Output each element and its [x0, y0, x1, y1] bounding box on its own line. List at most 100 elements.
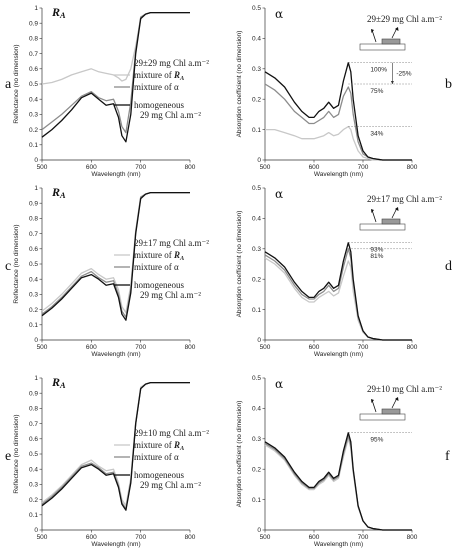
schematic-base: [359, 43, 406, 51]
y-axis-label: Absorption coefficient (no dimension): [236, 211, 243, 318]
series-line: [264, 242, 412, 341]
y-axis-label: Absorption coefficient (no dimension): [236, 31, 243, 138]
y-tick-label: 0.1: [252, 497, 261, 504]
x-tick-label: 700: [135, 534, 146, 541]
panel-c: 500 600 700 800 0 0.1 0.2 0.3 0.4 0.5 0.6 0.7 0.8 0.9…: [13, 185, 209, 358]
series-line: [264, 435, 412, 531]
level-annotation: 75%: [370, 88, 383, 95]
panel-letter-f: f: [445, 449, 450, 464]
y-tick-label: 0.5: [252, 185, 261, 192]
schematic-arrow: [371, 399, 377, 413]
x-tick-label: 500: [260, 164, 271, 171]
level-annotation: 93%: [370, 247, 383, 254]
x-tick-label: 800: [407, 534, 418, 541]
schematic-arrowhead: [371, 399, 374, 403]
series-line: [264, 432, 412, 531]
y-tick-label: 0.7: [29, 421, 38, 428]
y-tick-label: 0.1: [252, 307, 261, 314]
schematic-layer: [381, 38, 401, 45]
panel-title: α: [275, 7, 283, 21]
y-tick-label: 0.4: [252, 406, 261, 413]
series-line: [264, 438, 412, 531]
x-tick-label: 500: [37, 164, 48, 171]
y-tick-label: 0: [34, 337, 38, 344]
y-tick-label: 0.5: [29, 451, 38, 458]
y-tick-label: 0: [257, 527, 261, 534]
y-tick-label: 0.2: [29, 127, 38, 134]
y-tick-label: 0.8: [29, 36, 38, 43]
panel-a: 500 600 700 800 0 0.1 0.2 0.3 0.4 0.5 0.6 0.7 0.8 0.9…: [13, 5, 209, 178]
level-annotation: 34%: [370, 131, 383, 138]
y-axis-label: Reflectance (no dimension): [13, 414, 20, 493]
y-tick-label: 0.4: [252, 216, 261, 223]
legend-label: mixture of RA​: [134, 70, 184, 82]
x-tick-label: 800: [185, 344, 196, 351]
x-axis-label: Wavelength (nm): [314, 351, 363, 358]
y-tick-label: 0.9: [29, 390, 38, 397]
series-line: [264, 248, 412, 341]
legend-label: homogeneous: [134, 280, 184, 290]
y-tick-label: 0: [34, 157, 38, 164]
y-tick-label: 1: [34, 185, 38, 192]
x-axis-label: Wavelength (nm): [314, 171, 363, 178]
panel-title: α: [275, 187, 283, 201]
y-tick-label: 0.5: [252, 5, 261, 12]
y-tick-label: 0.5: [29, 81, 38, 88]
x-tick-label: 800: [185, 534, 196, 541]
y-tick-label: 0.7: [29, 51, 38, 58]
schematic-arrow: [391, 27, 398, 39]
panel-f: 500 600 700 800 0 0.1 0.2 0.3 0.4 0.5 Wavelength (…: [236, 375, 442, 548]
x-tick-label: 500: [260, 344, 271, 351]
panel-letter-d: d: [445, 259, 452, 274]
delta-arrowhead: [390, 81, 394, 84]
y-tick-label: 0.8: [29, 216, 38, 223]
y-tick-label: 0.1: [29, 322, 38, 329]
panel-title: RA​: [51, 375, 66, 390]
series-line: [41, 191, 190, 321]
panel-e: 500 600 700 800 0 0.1 0.2 0.3 0.4 0.5 0.6 0.7 0.8 0.9…: [13, 375, 209, 548]
x-tick-label: 600: [86, 344, 97, 351]
y-tick-label: 0.2: [252, 276, 261, 283]
legend-label: 29 mg Chl a.m⁻²: [140, 290, 201, 300]
y-tick-label: 0.3: [252, 66, 261, 73]
y-tick-label: 0.3: [252, 246, 261, 253]
y-tick-label: 0.5: [252, 375, 261, 382]
panel-letter-b: b: [445, 77, 452, 92]
y-tick-label: 0.3: [29, 292, 38, 299]
y-tick-label: 0.8: [29, 406, 38, 413]
legend-label: 29 mg Chl a.m⁻²: [140, 480, 201, 490]
x-axis-label: Wavelength (nm): [91, 541, 140, 548]
y-axis-label: Absorption coefficient (no dimension): [236, 401, 243, 508]
legend-label: mixture of RA​: [134, 250, 184, 262]
y-tick-label: 0.2: [29, 497, 38, 504]
panel-title: α: [275, 377, 283, 391]
y-tick-label: 0.9: [29, 200, 38, 207]
legend-label: 29 mg Chl a.m⁻²: [140, 110, 201, 120]
schematic-base: [359, 413, 406, 421]
schematic-base: [359, 223, 406, 231]
series-line: [41, 11, 190, 143]
concentration-label: 29±10 mg Chl a.m⁻²: [367, 384, 442, 394]
panel-d: 500 600 700 800 0 0.1 0.2 0.3 0.4 0.5 Wavelength (…: [236, 185, 442, 358]
y-tick-label: 0.4: [29, 276, 38, 283]
y-tick-label: 0: [34, 527, 38, 534]
legend-label: mixture of RA​: [134, 440, 184, 452]
schematic-arrow: [391, 207, 398, 219]
schematic-arrow: [371, 209, 377, 223]
x-tick-label: 700: [358, 344, 369, 351]
panel-b: 500 600 700 800 0 0.1 0.2 0.3 0.4 0.5 Wavelength (…: [236, 5, 442, 178]
y-tick-label: 0.3: [29, 112, 38, 119]
concentration-label: 29±17 mg Chl a.m⁻²: [367, 194, 442, 204]
y-tick-label: 0.6: [29, 246, 38, 253]
legend-label: homogeneous: [134, 100, 184, 110]
y-tick-label: 0.1: [29, 512, 38, 519]
y-tick-label: 0.9: [29, 20, 38, 27]
series-line: [265, 125, 412, 161]
schematic-arrowhead: [395, 27, 399, 31]
y-tick-label: 1: [34, 375, 38, 382]
y-tick-label: 1: [34, 5, 38, 12]
panel-letter-e: e: [5, 449, 11, 464]
x-tick-label: 600: [309, 344, 320, 351]
series-line: [264, 83, 412, 161]
x-tick-label: 600: [86, 534, 97, 541]
